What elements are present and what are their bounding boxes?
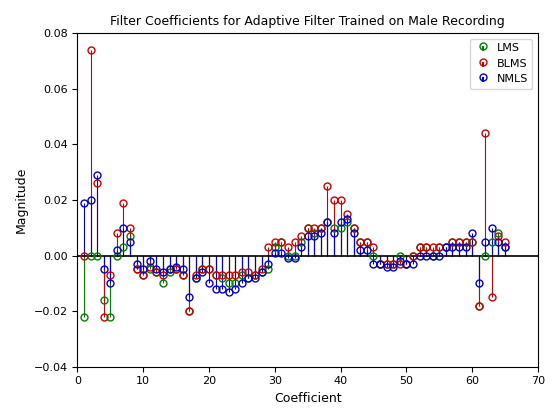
Y-axis label: Magnitude: Magnitude bbox=[15, 167, 28, 233]
X-axis label: Coefficient: Coefficient bbox=[274, 392, 342, 405]
Legend: LMS, BLMS, NMLS: LMS, BLMS, NMLS bbox=[470, 39, 533, 89]
Title: Filter Coefficients for Adaptive Filter Trained on Male Recording: Filter Coefficients for Adaptive Filter … bbox=[110, 15, 505, 28]
